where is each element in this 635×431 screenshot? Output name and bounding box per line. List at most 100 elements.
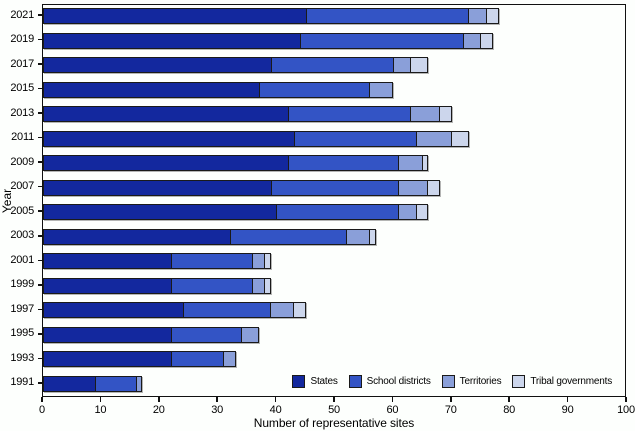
bar-row-2011 (43, 130, 470, 147)
x-tick-mark (158, 397, 160, 402)
y-tick-label-2019: 2019 (10, 33, 34, 46)
bar-segment-school-districts-1991 (95, 376, 136, 391)
bar-segment-school-districts-1995 (171, 327, 241, 342)
bar-segment-school-districts-2003 (229, 229, 346, 244)
y-tick-mark (38, 112, 42, 114)
bar-segment-states-1999 (44, 278, 172, 293)
bar-segment-school-districts-2015 (258, 82, 370, 97)
y-tick-label-2021: 2021 (10, 8, 34, 21)
y-tick-label-1993: 1993 (10, 351, 34, 364)
y-tick-label-2005: 2005 (10, 204, 34, 217)
bar-segment-tribal-governments-2001 (263, 254, 270, 269)
bar-segment-states-2009 (44, 156, 288, 171)
bar-segment-tribal-governments-1999 (263, 278, 270, 293)
bar-row-2019 (43, 32, 493, 49)
legend-label-states: States (310, 375, 338, 387)
bar-segment-tribal-governments-2011 (450, 131, 469, 146)
bar-segment-tribal-governments-2017 (410, 58, 428, 73)
bar-segment-states-2001 (44, 254, 172, 269)
y-tick-mark (38, 357, 42, 360)
bar-segment-tribal-governments-2005 (415, 205, 428, 220)
x-tick-label-100: 100 (617, 404, 635, 416)
legend-item-states: States (292, 374, 338, 388)
legend-label-territories: Territories (459, 375, 502, 387)
bar-segment-tribal-governments-2013 (439, 107, 451, 122)
y-tick-label-1999: 1999 (10, 278, 34, 291)
bar-segment-school-districts-1993 (171, 352, 224, 367)
bar-row-2003 (43, 228, 376, 245)
bar-segment-states-1991 (44, 376, 96, 391)
legend-item-territories: Territories (441, 374, 502, 388)
bar-row-2021 (43, 8, 499, 24)
x-tick-mark (216, 397, 218, 402)
bar-segment-states-2021 (44, 9, 306, 23)
legend-label-tribal-governments: Tribal governments (530, 375, 612, 387)
bar-segment-territories-2021 (468, 9, 486, 23)
bar-segment-territories-2013 (410, 107, 440, 122)
x-tick-label-50: 50 (328, 404, 340, 416)
legend-swatch-states (292, 374, 306, 388)
bar-row-1999 (43, 277, 271, 294)
bar-segment-states-2017 (44, 58, 271, 73)
bar-segment-school-districts-2007 (270, 180, 399, 195)
bar-segment-states-1995 (44, 327, 172, 342)
x-tick-mark (625, 397, 627, 402)
x-tick-mark (41, 397, 43, 402)
x-tick-label-80: 80 (503, 404, 516, 416)
bar-segment-territories-2017 (392, 58, 411, 73)
bar-segment-territories-1997 (270, 303, 294, 318)
x-tick-mark (450, 397, 452, 402)
bar-row-1991 (43, 375, 143, 392)
bar-segment-territories-2015 (369, 82, 393, 97)
bar-segment-school-districts-2021 (305, 9, 469, 23)
bar-segment-territories-1991 (135, 376, 142, 391)
y-tick-mark (38, 284, 42, 286)
x-tick-label-40: 40 (269, 404, 282, 416)
plot-area: States School districts Territories Tribal … (42, 4, 626, 397)
x-tick-mark (333, 397, 335, 402)
legend-swatch-tribal-governments (512, 374, 526, 388)
legend-swatch-territories (441, 374, 455, 388)
y-tick-mark (38, 63, 42, 65)
bar-row-2013 (43, 106, 452, 123)
bar-segment-school-districts-2001 (171, 254, 253, 269)
x-tick-mark (391, 397, 394, 402)
bar-row-2015 (43, 81, 394, 98)
y-tick-label-1995: 1995 (10, 327, 34, 340)
y-tick-label-2017: 2017 (10, 57, 34, 70)
y-tick-label-2009: 2009 (10, 155, 34, 168)
x-tick-label-20: 20 (152, 404, 165, 416)
x-tick-label-30: 30 (211, 404, 224, 416)
bar-segment-school-districts-2019 (299, 33, 463, 48)
y-tick-mark (38, 235, 42, 237)
x-tick-label-70: 70 (444, 404, 457, 416)
bar-row-1995 (43, 326, 260, 343)
bar-segment-states-2013 (44, 107, 289, 122)
y-tick-mark (38, 136, 42, 139)
x-tick-mark (99, 397, 102, 402)
bar-segment-school-districts-1997 (183, 303, 271, 318)
y-tick-mark (38, 14, 42, 16)
bar-segment-school-districts-2013 (288, 107, 411, 122)
legend: States School districts Territories Tribal … (292, 370, 612, 392)
bar-segment-territories-1995 (240, 327, 259, 342)
y-tick-mark (38, 259, 42, 262)
y-tick-label-2003: 2003 (10, 229, 34, 242)
bar-segment-tribal-governments-2003 (369, 229, 375, 244)
y-tick-label-2007: 2007 (10, 180, 34, 193)
y-tick-label-1997: 1997 (10, 302, 34, 315)
bar-row-1993 (43, 351, 236, 368)
bar-segment-tribal-governments-1997 (293, 303, 305, 318)
x-tick-label-60: 60 (386, 404, 399, 416)
bar-segment-territories-2019 (462, 33, 481, 48)
bar-segment-states-2011 (44, 131, 294, 146)
bar-segment-territories-2005 (398, 205, 416, 220)
x-tick-mark (274, 397, 277, 402)
legend-swatch-school-districts (348, 374, 362, 388)
bar-segment-territories-2009 (398, 156, 422, 171)
y-tick-label-2013: 2013 (10, 106, 34, 119)
bar-row-2007 (43, 179, 441, 196)
legend-label-school-districts: School districts (366, 375, 431, 387)
y-tick-mark (38, 38, 42, 41)
bar-segment-school-districts-2011 (293, 131, 416, 146)
